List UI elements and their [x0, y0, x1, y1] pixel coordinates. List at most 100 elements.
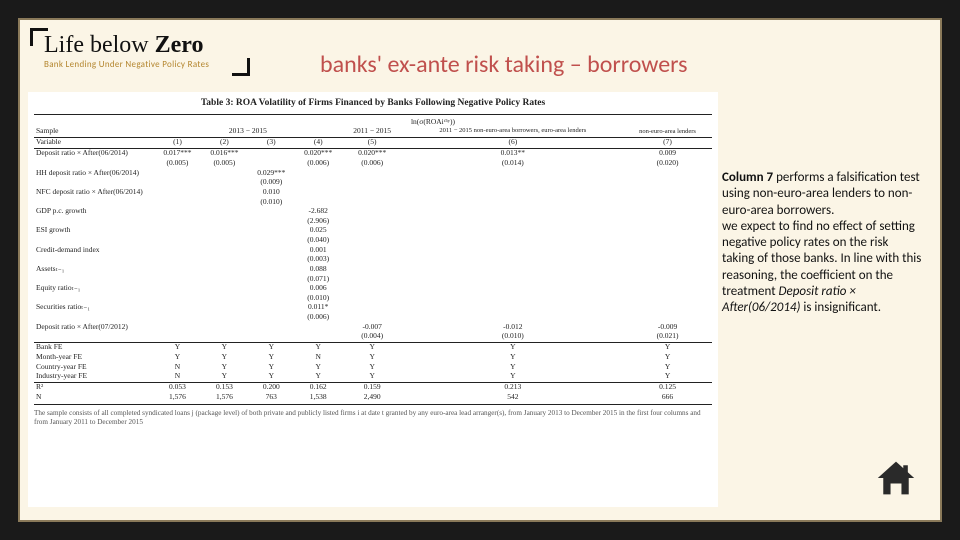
cell	[342, 284, 403, 294]
cell	[248, 313, 295, 323]
col-1: (1)	[154, 137, 201, 147]
cell	[154, 293, 201, 303]
cell	[248, 332, 295, 342]
cell	[154, 226, 201, 236]
cell	[403, 293, 623, 303]
cell: Y	[623, 372, 712, 382]
cell	[201, 264, 248, 274]
cell: 0.016***	[201, 148, 248, 158]
cell: 2,490	[342, 393, 403, 403]
cell: (0.010)	[248, 197, 295, 207]
cell: Y	[248, 372, 295, 382]
row-label: Deposit ratio × After(07/2012)	[34, 322, 154, 332]
col-3: (3)	[248, 137, 295, 147]
row-label	[34, 236, 154, 246]
cell	[403, 255, 623, 265]
cell	[342, 264, 403, 274]
table-row: Deposit ratio × After(06/2014)0.017***0.…	[34, 148, 712, 158]
cell	[623, 236, 712, 246]
cell	[342, 168, 403, 178]
cell	[248, 159, 295, 169]
cell: -2.682	[295, 207, 342, 217]
rule	[34, 404, 712, 405]
cell	[248, 274, 295, 284]
table-row: R²0.0530.1530.2000.1620.1590.2130.125	[34, 382, 712, 392]
cell: (0.003)	[295, 255, 342, 265]
cell: 0.009	[623, 148, 712, 158]
cell: Y	[295, 342, 342, 352]
cell	[201, 197, 248, 207]
cell: 0.153	[201, 382, 248, 392]
cell	[154, 197, 201, 207]
table-row: (0.010)	[34, 293, 712, 303]
cell	[248, 322, 295, 332]
cell	[403, 313, 623, 323]
cell	[403, 303, 623, 313]
cell	[342, 245, 403, 255]
sample-col-3: 2011 − 2015 non-euro-area borrowers, eur…	[403, 127, 623, 137]
cell: Y	[201, 353, 248, 363]
logo: Life below Zero Bank Lending Under Negat…	[30, 28, 250, 76]
cell	[342, 303, 403, 313]
cell	[248, 216, 295, 226]
cell	[154, 284, 201, 294]
cell: (0.006)	[295, 159, 342, 169]
cell: 542	[403, 393, 623, 403]
cell	[342, 187, 403, 197]
rule	[34, 114, 712, 115]
table-row: Month-year FEYYYNYYY	[34, 353, 712, 363]
logo-subtitle: Bank Lending Under Negative Policy Rates	[44, 59, 236, 70]
cell	[623, 207, 712, 217]
cell	[201, 255, 248, 265]
row-label: N	[34, 393, 154, 403]
cell	[154, 187, 201, 197]
row-label: HH deposit ratio × After(06/2014)	[34, 168, 154, 178]
cell: Y	[154, 342, 201, 352]
row-label	[34, 332, 154, 342]
cell	[342, 236, 403, 246]
logo-title: Life below Zero	[44, 32, 236, 59]
cell: 0.010	[248, 187, 295, 197]
logo-text-b: Zero	[155, 32, 204, 58]
cell	[403, 197, 623, 207]
cell: (0.010)	[403, 332, 623, 342]
table-row: ESI growth0.025	[34, 226, 712, 236]
table-row: (0.005)(0.005)(0.006)(0.006)(0.014)(0.02…	[34, 159, 712, 169]
cell	[248, 245, 295, 255]
cell	[403, 216, 623, 226]
cell	[342, 178, 403, 188]
cell	[623, 284, 712, 294]
row-label: GDP p.c. growth	[34, 207, 154, 217]
table-row: NFC deposit ratio × After(06/2014)0.010	[34, 187, 712, 197]
cell: (0.005)	[201, 159, 248, 169]
cell	[154, 245, 201, 255]
row-label: Equity ratioₜ₋₁	[34, 284, 154, 294]
table-row: (0.003)	[34, 255, 712, 265]
table-row: Securities ratioₜ₋₁0.011*	[34, 303, 712, 313]
home-icon[interactable]	[874, 458, 918, 498]
regression-table: Table 3: ROA Volatility of Firms Finance…	[28, 92, 718, 507]
cell: 0.013**	[403, 148, 623, 158]
cell	[201, 187, 248, 197]
cell: (0.006)	[342, 159, 403, 169]
cell	[201, 216, 248, 226]
cell	[623, 264, 712, 274]
table-row: (0.009)	[34, 178, 712, 188]
cell: 0.053	[154, 382, 201, 392]
cell	[403, 236, 623, 246]
cell: (0.021)	[623, 332, 712, 342]
cell	[403, 178, 623, 188]
cell	[623, 274, 712, 284]
cell	[403, 207, 623, 217]
cell	[623, 313, 712, 323]
cell	[201, 293, 248, 303]
cell: (0.020)	[623, 159, 712, 169]
cell: Y	[623, 342, 712, 352]
row-label: Month-year FE	[34, 353, 154, 363]
cell: (0.006)	[295, 313, 342, 323]
cell	[201, 236, 248, 246]
var-header: Variable	[34, 137, 154, 147]
sidebar-lead: Column 7	[722, 170, 773, 185]
cell	[154, 168, 201, 178]
cell	[295, 187, 342, 197]
